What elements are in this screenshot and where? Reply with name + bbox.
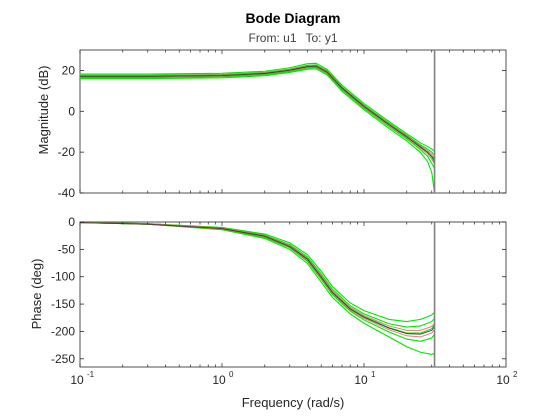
phase-series-nominal-7 [80,222,435,335]
phase-y-tick-label: -150 [51,297,75,311]
phase-y-tick-label: 0 [68,215,75,229]
magnitude-y-tick-label: 20 [62,63,76,77]
x-tick-label: 10 [496,373,510,387]
x-tick-label: 10 [354,373,368,387]
magnitude-y-tick-label: 0 [68,104,75,118]
phase-y-tick-label: -200 [51,324,75,338]
phase-y-tick-label: -100 [51,270,75,284]
phase-series-samples-5 [80,222,435,331]
x-tick-exponent: 2 [513,370,518,379]
phase-series-samples-6 [80,222,435,338]
magnitude-panel: 20 0 -20 -40 [58,49,507,200]
x-tick-label: 10 [70,373,84,387]
phase-y-label: Phase (deg) [29,259,44,330]
x-tick-label: 10 [212,373,226,387]
chart-title: Bode Diagram [246,10,341,26]
magnitude-series-envelope-3 [80,67,436,169]
magnitude-lines [80,62,436,193]
magnitude-series-nominal-7 [80,65,435,161]
magnitude-series-envelope-4 [80,68,436,193]
chart-subtitle: From: u1 To: y1 [248,31,337,45]
x-tick-exponent: 0 [229,370,234,379]
phase-lines [80,222,436,355]
phase-y-tick-label: -250 [51,352,75,366]
phase-axes-box [79,221,507,368]
x-tick-exponent: -1 [87,370,95,379]
magnitude-series-envelope-0 [80,62,435,152]
x-tick-exponent: 1 [371,370,376,379]
phase-series-envelope-0 [80,222,435,323]
phase-series-envelope-4 [80,222,435,355]
subtitle-from: From: u1 [248,31,296,45]
magnitude-y-label: Magnitude (dB) [36,66,51,155]
phase-y-tick-label: -50 [58,242,76,256]
magnitude-y-tick-label: -40 [58,186,76,200]
subtitle-to: To: y1 [306,31,338,45]
magnitude-y-tick-label: -20 [58,145,76,159]
x-axis-label: Frequency (rad/s) [242,395,345,410]
